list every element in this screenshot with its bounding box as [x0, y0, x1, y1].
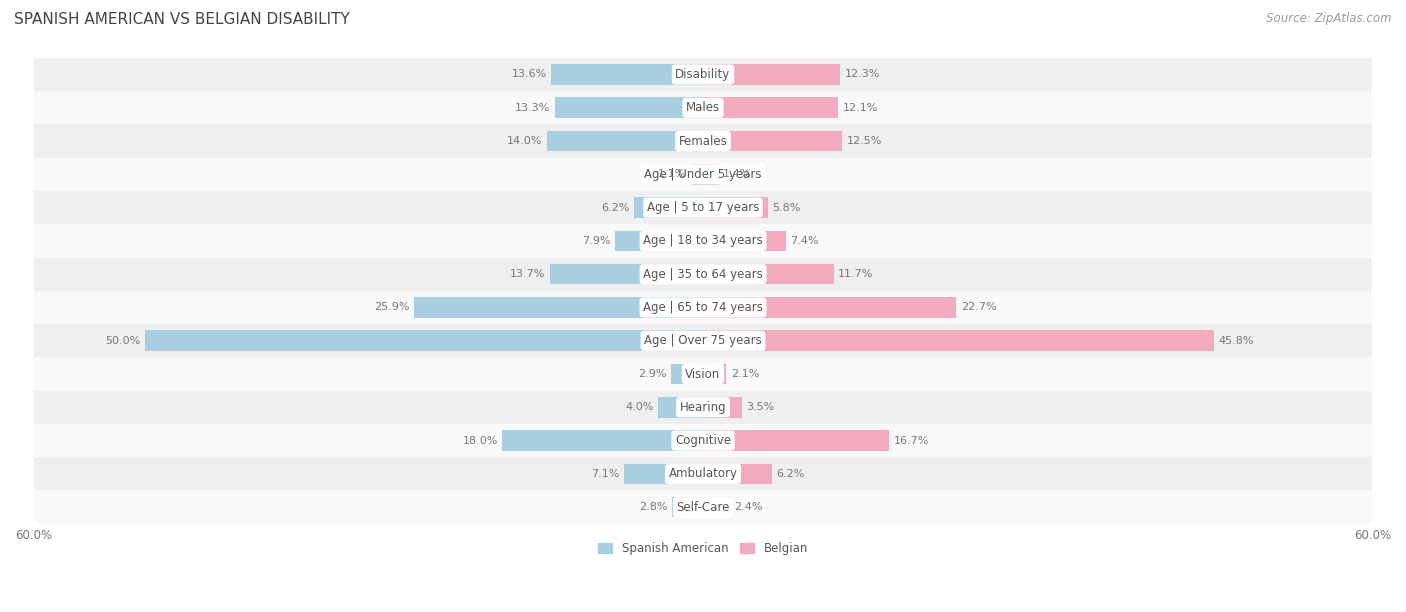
Text: 12.3%: 12.3% — [845, 70, 880, 80]
Text: 11.7%: 11.7% — [838, 269, 873, 279]
Text: 7.1%: 7.1% — [591, 469, 619, 479]
Bar — [703, 64, 841, 85]
Bar — [34, 224, 1372, 258]
Text: 13.7%: 13.7% — [510, 269, 546, 279]
Bar — [554, 97, 703, 118]
Bar — [34, 258, 1372, 291]
Bar — [658, 397, 703, 417]
Bar — [34, 324, 1372, 357]
Text: Males: Males — [686, 101, 720, 114]
Text: 6.2%: 6.2% — [776, 469, 806, 479]
Text: 16.7%: 16.7% — [894, 436, 929, 446]
Text: 45.8%: 45.8% — [1219, 336, 1254, 346]
Text: 3.5%: 3.5% — [747, 402, 775, 412]
Bar — [703, 497, 730, 518]
Bar — [703, 397, 742, 417]
Bar — [703, 297, 956, 318]
Bar — [703, 430, 890, 451]
Text: SPANISH AMERICAN VS BELGIAN DISABILITY: SPANISH AMERICAN VS BELGIAN DISABILITY — [14, 12, 350, 28]
Legend: Spanish American, Belgian: Spanish American, Belgian — [593, 537, 813, 560]
Bar — [34, 291, 1372, 324]
Bar — [614, 231, 703, 251]
Text: Vision: Vision — [685, 368, 721, 381]
Bar — [703, 364, 727, 384]
Text: 2.9%: 2.9% — [638, 369, 666, 379]
Bar — [34, 91, 1372, 124]
Text: 12.1%: 12.1% — [842, 103, 877, 113]
Text: 1.4%: 1.4% — [723, 170, 751, 179]
Text: Age | Under 5 years: Age | Under 5 years — [644, 168, 762, 181]
Text: Age | 18 to 34 years: Age | 18 to 34 years — [643, 234, 763, 247]
Bar — [550, 264, 703, 285]
Text: Hearing: Hearing — [679, 401, 727, 414]
Bar — [703, 231, 786, 251]
Bar — [34, 490, 1372, 524]
Text: 13.6%: 13.6% — [512, 70, 547, 80]
Bar — [690, 164, 703, 185]
Text: 7.9%: 7.9% — [582, 236, 610, 246]
Text: 2.8%: 2.8% — [638, 502, 668, 512]
Text: Age | Over 75 years: Age | Over 75 years — [644, 334, 762, 347]
Bar — [34, 191, 1372, 224]
Bar — [34, 58, 1372, 91]
Text: Ambulatory: Ambulatory — [668, 468, 738, 480]
Bar — [34, 158, 1372, 191]
Bar — [502, 430, 703, 451]
Bar — [703, 164, 718, 185]
Bar — [551, 64, 703, 85]
Bar — [703, 463, 772, 484]
Bar — [671, 364, 703, 384]
Text: 1.1%: 1.1% — [658, 170, 686, 179]
Bar — [145, 330, 703, 351]
Text: 50.0%: 50.0% — [105, 336, 141, 346]
Text: Self-Care: Self-Care — [676, 501, 730, 513]
Text: 22.7%: 22.7% — [960, 302, 997, 313]
Text: 2.4%: 2.4% — [734, 502, 762, 512]
Bar — [34, 424, 1372, 457]
Bar — [634, 197, 703, 218]
Text: 25.9%: 25.9% — [374, 302, 409, 313]
Bar — [34, 357, 1372, 390]
Text: Cognitive: Cognitive — [675, 434, 731, 447]
Text: Age | 5 to 17 years: Age | 5 to 17 years — [647, 201, 759, 214]
Bar — [413, 297, 703, 318]
Bar — [624, 463, 703, 484]
Text: Source: ZipAtlas.com: Source: ZipAtlas.com — [1267, 12, 1392, 25]
Text: Age | 65 to 74 years: Age | 65 to 74 years — [643, 301, 763, 314]
Text: 13.3%: 13.3% — [515, 103, 550, 113]
Text: Disability: Disability — [675, 68, 731, 81]
Text: 7.4%: 7.4% — [790, 236, 818, 246]
Text: 6.2%: 6.2% — [600, 203, 630, 212]
Text: Age | 35 to 64 years: Age | 35 to 64 years — [643, 267, 763, 281]
Bar — [672, 497, 703, 518]
Text: 4.0%: 4.0% — [626, 402, 654, 412]
Bar — [34, 457, 1372, 490]
Bar — [703, 197, 768, 218]
Bar — [703, 330, 1213, 351]
Bar — [547, 131, 703, 151]
Bar — [34, 390, 1372, 424]
Bar — [34, 124, 1372, 158]
Text: 14.0%: 14.0% — [508, 136, 543, 146]
Text: 18.0%: 18.0% — [463, 436, 498, 446]
Text: Females: Females — [679, 135, 727, 147]
Text: 12.5%: 12.5% — [846, 136, 883, 146]
Bar — [703, 131, 842, 151]
Text: 2.1%: 2.1% — [731, 369, 759, 379]
Text: 5.8%: 5.8% — [772, 203, 800, 212]
Bar — [703, 97, 838, 118]
Bar — [703, 264, 834, 285]
